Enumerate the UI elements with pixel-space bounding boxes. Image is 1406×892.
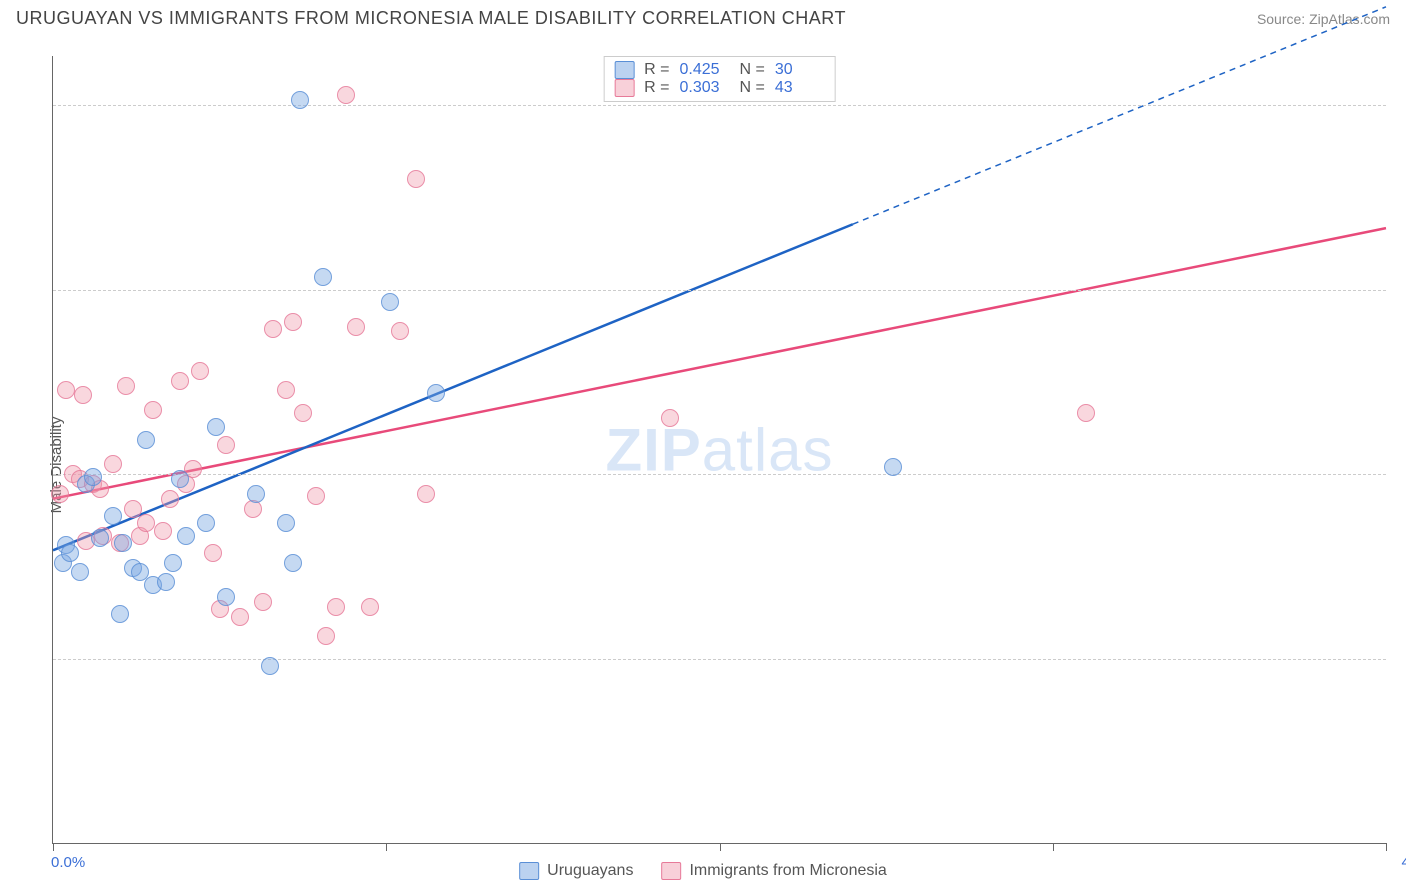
series-legend: Uruguayans Immigrants from Micronesia: [519, 862, 887, 880]
data-point: [84, 468, 102, 486]
x-label-right: 40.0%: [1401, 854, 1406, 871]
n-value: 30: [775, 61, 825, 79]
data-point: [284, 313, 302, 331]
data-point: [104, 507, 122, 525]
data-point: [264, 320, 282, 338]
x-tick: [720, 843, 721, 851]
data-point: [217, 436, 235, 454]
data-point: [314, 268, 332, 286]
data-point: [207, 418, 225, 436]
data-point: [417, 485, 435, 503]
data-point: [71, 563, 89, 581]
legend-swatch: [614, 61, 634, 79]
n-label: N =: [740, 61, 765, 79]
data-point: [144, 401, 162, 419]
data-point: [247, 485, 265, 503]
r-label: R =: [644, 79, 669, 97]
data-point: [114, 534, 132, 552]
data-point: [347, 318, 365, 336]
data-point: [361, 598, 379, 616]
data-point: [284, 554, 302, 572]
x-tick: [1386, 843, 1387, 851]
data-point: [157, 573, 175, 591]
data-point: [191, 362, 209, 380]
data-point: [161, 490, 179, 508]
legend-swatch: [661, 862, 681, 880]
data-point: [171, 372, 189, 390]
x-tick: [386, 843, 387, 851]
gridline: [53, 659, 1386, 660]
data-point: [137, 514, 155, 532]
data-point: [337, 86, 355, 104]
data-point: [74, 386, 92, 404]
r-label: R =: [644, 61, 669, 79]
watermark-bold: ZIP: [605, 416, 701, 483]
series-label: Uruguayans: [547, 862, 633, 880]
data-point: [117, 377, 135, 395]
series-legend-item: Immigrants from Micronesia: [661, 862, 886, 880]
data-point: [164, 554, 182, 572]
gridline: [53, 290, 1386, 291]
chart-title: URUGUAYAN VS IMMIGRANTS FROM MICRONESIA …: [16, 8, 846, 29]
n-value: 43: [775, 79, 825, 97]
r-value: 0.303: [680, 79, 730, 97]
legend-row: R = 0.303 N = 43: [614, 79, 825, 97]
legend-swatch: [519, 862, 539, 880]
data-point: [104, 455, 122, 473]
data-point: [137, 431, 155, 449]
data-point: [61, 544, 79, 562]
data-point: [231, 608, 249, 626]
correlation-legend: R = 0.425 N = 30 R = 0.303 N = 43: [603, 56, 836, 102]
data-point: [427, 384, 445, 402]
series-label: Immigrants from Micronesia: [689, 862, 886, 880]
data-point: [884, 458, 902, 476]
header: URUGUAYAN VS IMMIGRANTS FROM MICRONESIA …: [0, 0, 1406, 33]
data-point: [327, 598, 345, 616]
data-point: [91, 529, 109, 547]
data-point: [1077, 404, 1095, 422]
data-point: [154, 522, 172, 540]
data-point: [381, 293, 399, 311]
data-point: [277, 514, 295, 532]
watermark-rest: atlas: [702, 416, 834, 483]
data-point: [307, 487, 325, 505]
legend-swatch: [614, 79, 634, 97]
chart-area: Male Disability ZIPatlas R =0.425N =30R …: [0, 38, 1406, 892]
data-point: [291, 91, 309, 109]
x-label-left: 0.0%: [51, 854, 85, 871]
data-point: [317, 627, 335, 645]
data-point: [124, 500, 142, 518]
data-point: [661, 409, 679, 427]
data-point: [294, 404, 312, 422]
source-label: Source: ZipAtlas.com: [1257, 11, 1390, 27]
x-tick: [1053, 843, 1054, 851]
x-tick: [53, 843, 54, 851]
data-point: [197, 514, 215, 532]
legend-row: R = 0.425 N = 30: [614, 61, 825, 79]
data-point: [57, 381, 75, 399]
data-point: [204, 544, 222, 562]
data-point: [171, 470, 189, 488]
gridline: [53, 105, 1386, 106]
data-point: [261, 657, 279, 675]
data-point: [277, 381, 295, 399]
r-value: 0.425: [680, 61, 730, 79]
data-point: [217, 588, 235, 606]
data-point: [407, 170, 425, 188]
series-legend-item: Uruguayans: [519, 862, 633, 880]
data-point: [254, 593, 272, 611]
data-point: [177, 527, 195, 545]
n-label: N =: [740, 79, 765, 97]
data-point: [391, 322, 409, 340]
trend-lines: [53, 56, 1386, 843]
data-point: [111, 605, 129, 623]
plot-region: ZIPatlas R =0.425N =30R =0.303N =43 7.5%…: [52, 56, 1386, 844]
gridline: [53, 474, 1386, 475]
data-point: [51, 485, 69, 503]
